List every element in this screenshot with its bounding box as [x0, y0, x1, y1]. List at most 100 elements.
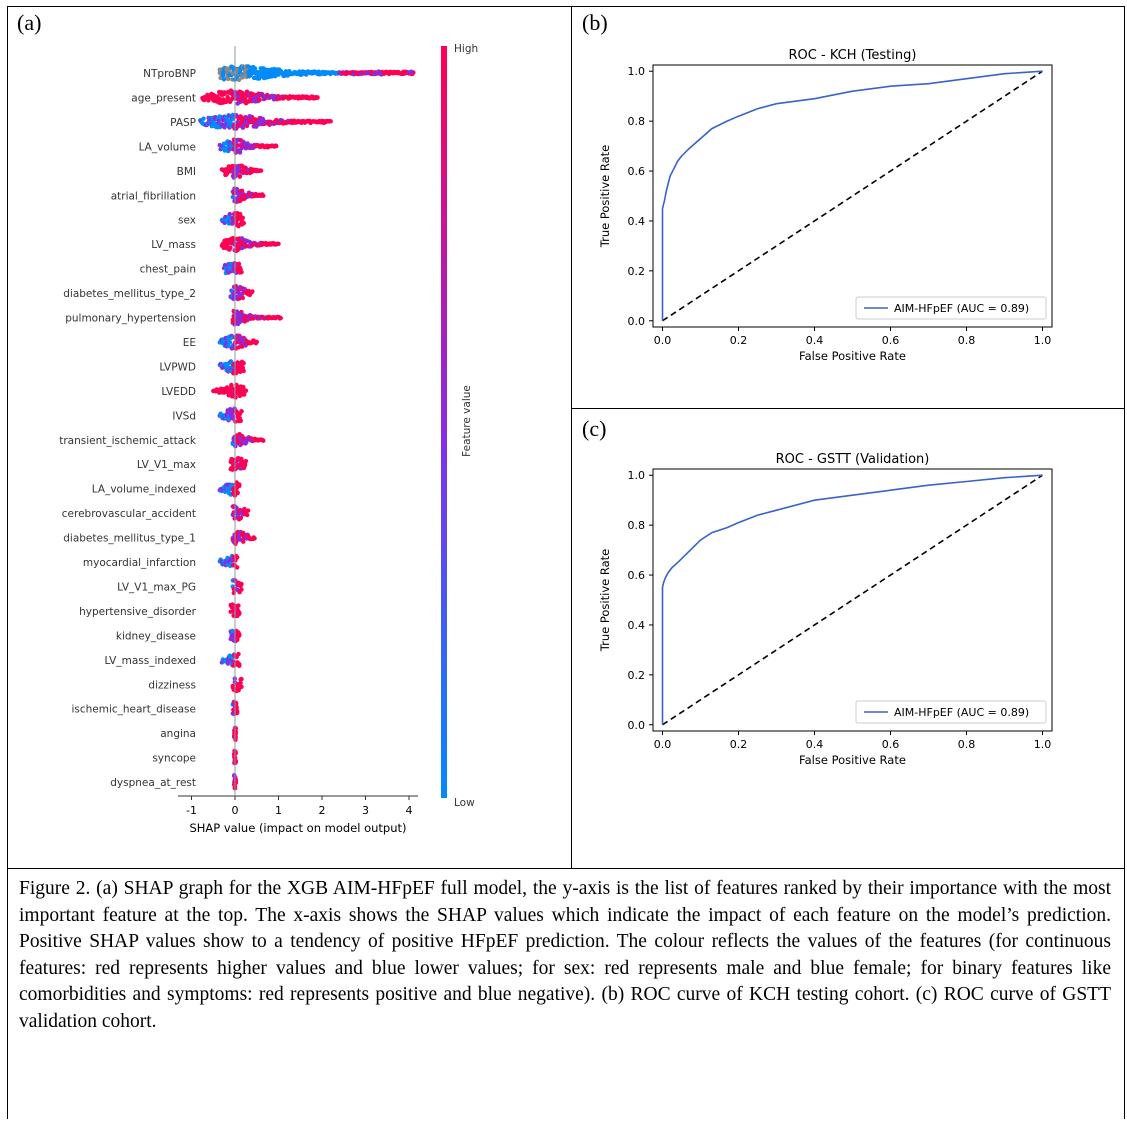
panel-b-letter: (b) [582, 10, 608, 35]
feature-row-points [217, 480, 242, 498]
x-tick-label: 0.8 [958, 334, 976, 347]
shap-point [257, 97, 262, 103]
shap-point [243, 458, 249, 464]
shap-point [240, 215, 245, 220]
x-tick-label: 2 [319, 804, 326, 817]
roc-xlabel: False Positive Rate [799, 753, 906, 767]
divider-bc [571, 408, 1125, 409]
feature-row-points [230, 504, 251, 522]
roc-xlabel: False Positive Rate [799, 349, 906, 363]
shap-point [239, 587, 244, 592]
shap-point [328, 119, 333, 124]
feature-row-points [211, 382, 249, 400]
shap-point [257, 76, 262, 81]
border-right [1124, 6, 1125, 1119]
feature-row-points [230, 577, 244, 596]
feature-label: EE [183, 337, 196, 349]
feature-label: NTproBNP [143, 68, 196, 80]
x-tick-label: 0.0 [654, 334, 672, 347]
shap-point [235, 565, 240, 570]
feature-row-points [230, 529, 257, 547]
x-tick-label: 0.8 [958, 738, 976, 751]
shap-point [237, 663, 242, 668]
y-tick-label: 0.2 [628, 265, 646, 278]
y-tick-label: 0.8 [628, 115, 646, 128]
x-tick-label: 0.2 [730, 738, 748, 751]
shap-point [315, 95, 320, 100]
shap-point [274, 143, 279, 149]
feature-label: PASP [170, 117, 196, 129]
legend-box [855, 296, 1047, 320]
x-tick-label: 1.0 [1034, 738, 1052, 751]
shap-point [237, 610, 242, 615]
shap-point [241, 361, 246, 366]
border-left [7, 6, 8, 1119]
feature-row-points [217, 64, 416, 82]
x-tick-label: 3 [362, 804, 369, 817]
feature-row-points [219, 236, 281, 254]
colorbar [441, 46, 447, 798]
feature-label: diabetes_mellitus_type_1 [63, 533, 196, 545]
shap-summary-plot: NTproBNP age_present PASP LA_volume BMI atria… [59, 43, 478, 835]
feature-label: dyspnea_at_rest [110, 777, 196, 789]
feature-label: hypertensive_disorder [79, 606, 197, 618]
feature-label: chest_pain [140, 264, 196, 276]
feature-label: atrial_fibrillation [111, 190, 196, 202]
shap-point [236, 77, 242, 82]
shap-point [241, 221, 246, 226]
shap-point [272, 74, 278, 79]
feature-row-points [217, 553, 240, 570]
feature-label: BMI [177, 166, 196, 178]
x-tick-label: 0.0 [654, 738, 672, 751]
shap-point [201, 116, 206, 121]
feature-row-points [219, 210, 246, 229]
feature-label: age_present [131, 93, 196, 105]
shap-point [233, 758, 239, 764]
feature-label: pulmonary_hypertension [65, 313, 196, 325]
shap-point [237, 482, 242, 487]
feature-label: LV_V1_max [137, 459, 196, 471]
feature-label: LVPWD [159, 361, 196, 373]
colorbar-low-label: Low [454, 797, 475, 809]
shap-point [258, 168, 264, 173]
divider-caption [7, 868, 1125, 869]
shap-point [278, 315, 283, 321]
shap-point [250, 289, 255, 294]
shap-point [241, 368, 246, 374]
shap-point [250, 92, 256, 97]
x-tick-label: 0.4 [806, 738, 824, 751]
feature-label: ischemic_heart_disease [71, 704, 196, 716]
shap-point [239, 188, 245, 193]
feature-row-points [219, 651, 242, 668]
roc-title: ROC - KCH (Testing) [789, 48, 917, 63]
shap-point [234, 705, 239, 710]
x-tick-label: 0.6 [882, 738, 900, 751]
legend-label: AIM-HFpEF (AUC = 0.89) [894, 706, 1029, 719]
shap-point [239, 684, 244, 689]
feature-row-points [217, 333, 259, 351]
shap-point [234, 187, 240, 192]
feature-label: IVSd [172, 410, 196, 422]
colorbar-high-label: High [454, 43, 478, 55]
shap-point [228, 390, 233, 395]
shap-point [238, 515, 244, 521]
shap-point [243, 97, 248, 102]
feature-row-points [230, 432, 266, 449]
shap-point [245, 508, 251, 513]
shap-point [235, 708, 240, 714]
feature-label: myocardial_infarction [83, 557, 196, 569]
shap-point [233, 751, 238, 756]
feature-row-points [228, 283, 255, 302]
feature-row-points [217, 359, 246, 376]
x-tick-label: 1.0 [1034, 334, 1052, 347]
feature-label: LA_volume [139, 141, 196, 153]
shap-point [233, 395, 238, 400]
x-tick-label: 4 [406, 804, 413, 817]
shap-point [228, 245, 233, 250]
y-tick-label: 0.0 [628, 719, 646, 732]
feature-row-points [231, 773, 239, 791]
x-tick-label: -1 [186, 804, 197, 817]
roc-legend: AIM-HFpEF (AUC = 0.89) [855, 296, 1047, 320]
shap-point [237, 174, 242, 179]
shap-point [239, 409, 244, 414]
